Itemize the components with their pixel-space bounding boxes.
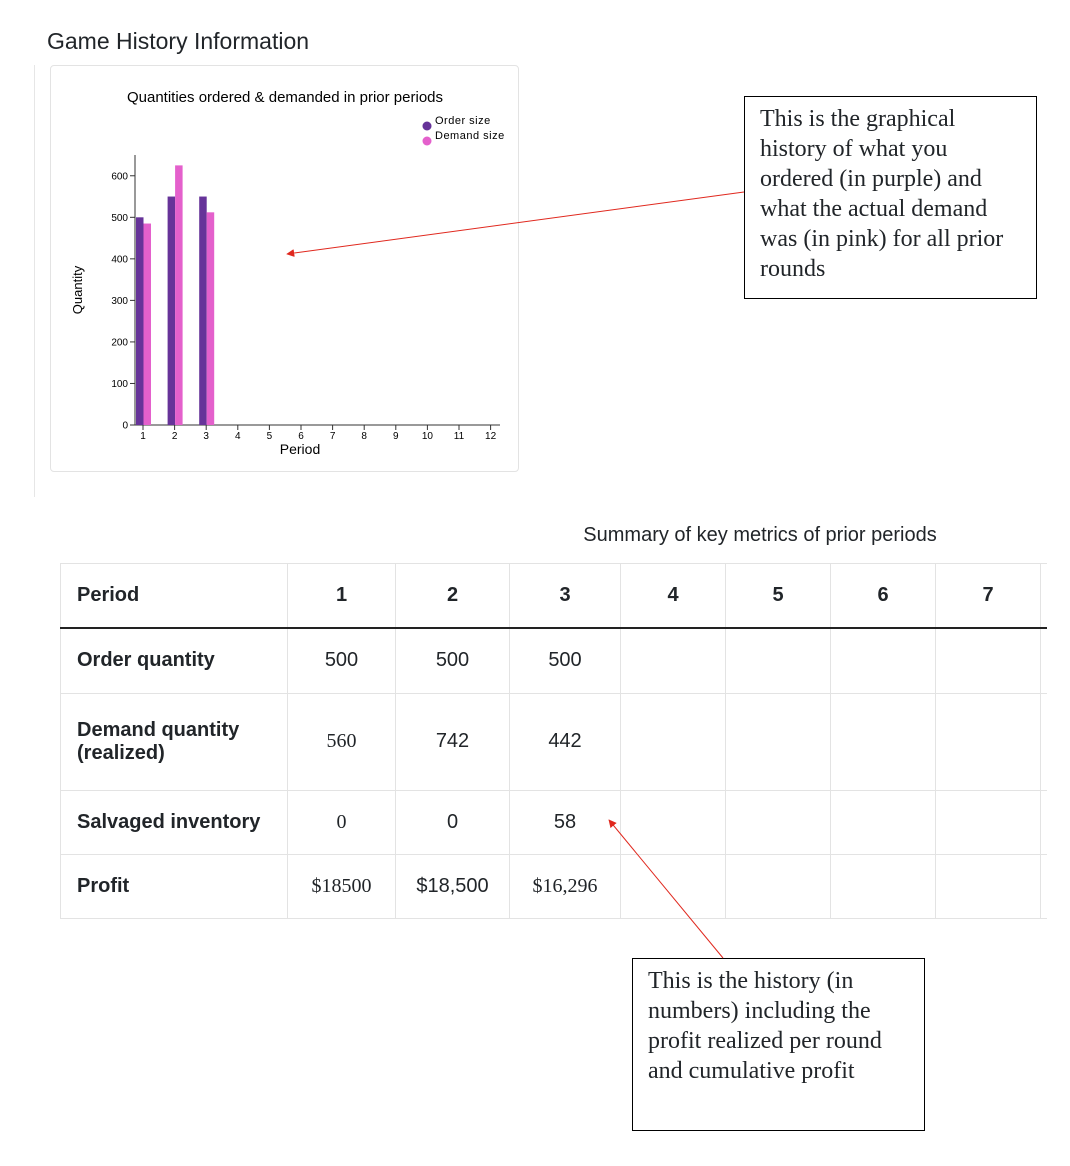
x-tick-label: 8 [361,431,367,442]
table-cell: 442 [510,693,621,790]
table-cell [621,693,726,790]
table-cell: 1 [288,563,396,628]
table-cell [621,628,726,693]
table-cell [936,854,1041,918]
x-tick-label: 1 [140,431,146,442]
table-cell: Order quantity [60,628,288,693]
table-cell: 2 [396,563,510,628]
x-tick-label: 3 [203,431,209,442]
table-rule [60,790,1047,791]
table-cell: 0 [288,790,396,854]
y-tick-label: 400 [111,254,128,265]
chart-card [50,65,519,472]
y-tick-label: 300 [111,296,128,307]
table-cell [831,628,936,693]
bar [199,196,207,425]
side-rule [34,65,35,497]
table-cell: Demand quantity (realized) [60,693,288,790]
x-tick-label: 12 [485,431,497,442]
table-cell [936,628,1041,693]
table-cell [621,790,726,854]
x-tick-label: 7 [330,431,336,442]
y-tick-label: 200 [111,337,128,348]
x-tick-label: 5 [267,431,273,442]
table-cell [936,790,1041,854]
table-cell [936,693,1041,790]
table-cell [831,790,936,854]
y-axis-label: Quantity [70,265,85,314]
legend-swatch [422,136,432,146]
x-tick-label: 2 [172,431,178,442]
x-tick-label: 10 [422,431,434,442]
table-cell: 4 [621,563,726,628]
table-rule [60,693,1047,694]
table-cell [831,854,936,918]
page-title: Game History Information [47,28,310,54]
table-cell: 7 [936,563,1041,628]
table-cell: 560 [288,693,396,790]
table-cell [621,854,726,918]
chart-title: Quantities ordered & demanded in prior p… [127,89,443,106]
bar [136,217,144,425]
table-cell [726,854,831,918]
x-tick-label: 4 [235,431,241,442]
y-tick-label: 500 [111,213,128,224]
table-cell: $16,296 [510,854,621,918]
table-cell: Period [60,563,288,628]
bar [143,223,151,425]
x-tick-label: 11 [454,431,465,442]
callout: This is the graphical history of what yo… [744,96,1037,299]
y-tick-label: 0 [122,421,128,432]
bar [167,196,176,425]
table-cell: 0 [396,790,510,854]
x-tick-label: 9 [393,431,399,442]
chart: Quantities ordered & demanded in prior p… [70,89,505,457]
table-rule [60,918,1047,919]
table-cell: 500 [510,628,621,693]
x-axis-label: Period [280,441,320,457]
table-cell: Profit [60,854,288,918]
legend-label: Demand size [435,130,505,142]
table-cell: 500 [288,628,396,693]
table-title: Summary of key metrics of prior periods [583,524,937,546]
table-cell: 58 [510,790,621,854]
table-cell [726,693,831,790]
callout: This is the history (in numbers) includi… [632,958,925,1131]
table-cell [726,790,831,854]
table-rule [60,854,1047,855]
legend-swatch [422,121,432,131]
bar [206,212,215,425]
table-cell [831,693,936,790]
x-tick-label: 6 [298,431,304,442]
table-rule [60,627,1047,629]
table-cell: Salvaged inventory [60,790,288,854]
y-tick-label: 600 [111,171,128,182]
table-cell: 3 [510,563,621,628]
table-cell: 6 [831,563,936,628]
table-cell: $18500 [288,854,396,918]
table-cell [726,628,831,693]
legend-label: Order size [435,115,491,127]
table-cell: 5 [726,563,831,628]
table-cell: 742 [396,693,510,790]
table-cell: 500 [396,628,510,693]
table-cell: $18,500 [396,854,510,918]
table-rule [60,563,1047,564]
y-tick-label: 100 [111,379,128,390]
bar [175,165,183,425]
